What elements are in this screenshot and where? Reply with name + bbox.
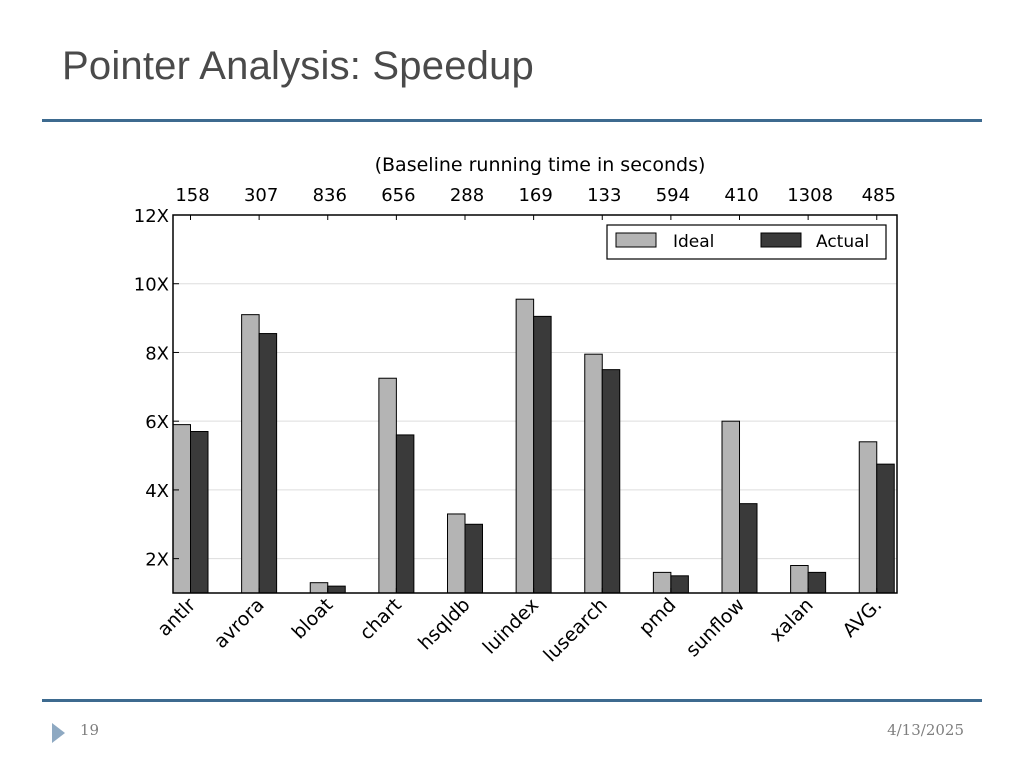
slide-number: 19 [80, 721, 100, 739]
bars [172, 298, 895, 594]
baseline-time-label: 288 [450, 185, 484, 206]
category-label: antlr [153, 594, 200, 641]
bar-actual-chart [395, 434, 415, 594]
y-tick-label: 2X [145, 550, 169, 571]
bar-actual-lusearch [601, 369, 621, 594]
bar-ideal-xalan [790, 565, 809, 594]
title-divider [42, 119, 982, 122]
bar-actual-pmd [670, 575, 689, 594]
legend-swatch-ideal [615, 232, 657, 248]
baseline-time-label: 410 [724, 185, 758, 206]
chart-title: (Baseline running time in seconds) [375, 154, 706, 176]
bar-actual-avrora [258, 333, 278, 594]
baseline-time-labels: 158 307 836 656 288 169 133 594 410 1308 485 [175, 185, 896, 593]
speedup-bar-chart: 2X 4X 6X 8X 10X 12X 158 307 836 656 288 169 133 594 4… [134, 154, 898, 667]
category-label: AVG. [839, 594, 887, 642]
bar-actual-avg [876, 463, 895, 594]
y-ticks: 2X 4X 6X 8X 10X 12X [134, 206, 179, 571]
plot-frame [172, 214, 898, 594]
baseline-time-label: 307 [244, 185, 278, 206]
y-tick-label: 12X [134, 206, 169, 227]
category-label: pmd [635, 594, 681, 640]
bar-ideal-luindex [515, 298, 535, 594]
category-labels: antlr avrora bloat chart hsqldb luindexlusear… [153, 594, 886, 667]
category-label: avrora [210, 594, 269, 653]
legend-label-ideal: Ideal [673, 232, 714, 252]
bar-ideal-antlr [172, 424, 191, 594]
baseline-time-label: 485 [862, 185, 896, 206]
baseline-time-label: 656 [381, 185, 415, 206]
bar-ideal-pmd [652, 571, 672, 594]
legend-label-actual: Actual [816, 232, 869, 252]
category-label: chart [355, 594, 405, 644]
category-label: hsqldb [414, 594, 474, 654]
y-tick-label: 10X [134, 275, 169, 296]
category-label: sunflow [682, 594, 749, 661]
bar-ideal-bloat [309, 582, 329, 594]
bar-actual-bloat [327, 585, 346, 594]
bar-actual-antlr [190, 430, 209, 594]
category-label: luindex [479, 594, 544, 659]
bar-ideal-chart [378, 377, 397, 594]
bar-ideal-hsqldb [447, 513, 466, 594]
baseline-time-label: 1308 [787, 185, 833, 206]
legend: Ideal Actual [606, 224, 887, 260]
footer-arrow-icon [52, 723, 65, 743]
bar-actual-hsqldb [464, 523, 484, 594]
baseline-time-label: 594 [656, 185, 690, 206]
bar-actual-luindex [533, 315, 552, 594]
baseline-time-label: 836 [313, 185, 347, 206]
bar-ideal-avrora [241, 314, 260, 594]
category-label: xalan [765, 594, 817, 646]
category-label: bloat [288, 594, 338, 644]
y-tick-label: 4X [145, 481, 169, 502]
bar-actual-xalan [807, 571, 827, 594]
footer-divider [42, 699, 982, 702]
y-tick-label: 8X [145, 343, 169, 364]
baseline-time-label: 169 [518, 185, 552, 206]
bar-ideal-lusearch [584, 353, 603, 594]
slide-date: 4/13/2025 [887, 721, 964, 739]
y-tick-label: 6X [145, 412, 169, 433]
legend-swatch-actual [760, 232, 802, 248]
bar-actual-sunflow [739, 503, 758, 594]
baseline-time-label: 133 [587, 185, 621, 206]
bar-ideal-sunflow [721, 420, 741, 594]
category-label: lusearch [539, 594, 611, 666]
baseline-time-label: 158 [175, 185, 209, 206]
slide-title: Pointer Analysis: Speedup [62, 44, 534, 88]
bar-ideal-avg [858, 441, 878, 594]
